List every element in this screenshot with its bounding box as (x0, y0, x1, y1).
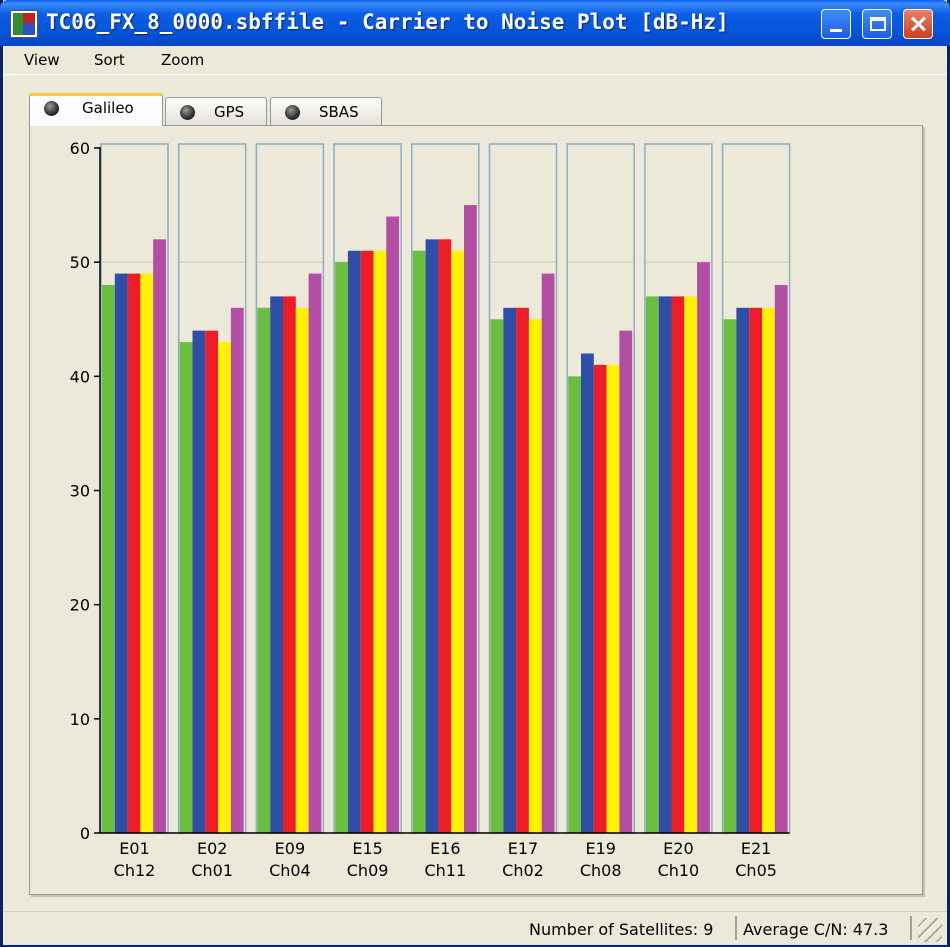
cn-bar (490, 319, 504, 833)
y-tick-label: 0 (80, 824, 90, 843)
status-bar: Number of Satellites: 9 Average C/N: 47.… (3, 911, 947, 945)
cn-bar (179, 342, 193, 833)
cn-bar (606, 364, 620, 833)
window-title: TC06_FX_8_0000.sbffile - Carrier to Nois… (46, 10, 729, 34)
cn-bar (360, 250, 374, 833)
cn-bar (723, 319, 737, 833)
cn-bar (347, 250, 361, 833)
cn-bar (645, 296, 659, 833)
cn-bar (373, 250, 387, 833)
close-button[interactable] (903, 9, 933, 39)
cn-bar (386, 216, 400, 833)
y-tick-label: 20 (70, 596, 90, 615)
cn-bar (270, 296, 283, 833)
y-tick-label: 60 (70, 139, 90, 158)
cn-bar (412, 250, 426, 833)
x-tick-label-channel: Ch08 (580, 861, 622, 880)
cn-bar (451, 250, 464, 833)
maximize-button[interactable] (862, 9, 892, 39)
status-led-icon (285, 105, 300, 120)
cn-bar (619, 330, 633, 833)
cn-bar (205, 330, 219, 833)
average-cn: Average C/N: 47.3 (743, 920, 889, 939)
cn-bar (140, 273, 154, 833)
cn-bar (464, 205, 477, 833)
cn-bar (568, 376, 581, 833)
tab-galileo[interactable]: Galileo (29, 93, 163, 126)
cn-bar (230, 307, 244, 833)
x-tick-label-sat: E17 (508, 839, 538, 858)
status-divider (910, 916, 912, 940)
cn-bar (308, 273, 322, 833)
menu-bar: View Sort Zoom (3, 46, 947, 75)
cn-bar (697, 262, 710, 833)
menu-sort[interactable]: Sort (94, 51, 125, 69)
satellite-count: Number of Satellites: 9 (529, 920, 714, 939)
cn-bar (749, 307, 762, 833)
y-tick-label: 10 (70, 710, 90, 729)
cn-bar (503, 307, 517, 833)
x-tick-label-channel: Ch10 (658, 861, 700, 880)
maximize-icon (870, 17, 886, 31)
cn-bar (102, 285, 115, 833)
y-tick-label: 30 (70, 482, 90, 501)
cn-bar (295, 307, 309, 833)
x-tick-label-channel: Ch11 (424, 861, 466, 880)
tab-sbas[interactable]: SBAS (270, 97, 382, 125)
minimize-button[interactable] (821, 9, 851, 39)
x-tick-label-sat: E16 (430, 839, 460, 858)
menu-view[interactable]: View (24, 51, 60, 69)
status-divider (735, 916, 737, 940)
status-led-icon (44, 101, 59, 116)
x-tick-label-channel: Ch09 (347, 861, 389, 880)
cn-bar (192, 330, 206, 833)
x-tick-label-sat: E02 (197, 839, 227, 858)
cn-bar (658, 296, 672, 833)
status-led-icon (180, 105, 195, 120)
cn-bar (593, 364, 607, 833)
cn-bar (581, 353, 594, 833)
cn-bar (541, 273, 555, 833)
cn-bar (335, 262, 348, 833)
x-tick-label-channel: Ch04 (269, 861, 311, 880)
cn-bar (127, 273, 141, 833)
title-bar[interactable]: TC06_FX_8_0000.sbffile - Carrier to Nois… (0, 0, 950, 46)
resize-grip-icon[interactable] (918, 918, 942, 942)
cn-bar-chart: E01 Ch12 E02 Ch01 E09 Ch04 E15 Ch09 E16 Ch11 E17 Ch… (70, 139, 791, 880)
cn-bar (283, 296, 296, 833)
x-tick-label-sat: E15 (352, 839, 382, 858)
plot-panel: E01 Ch12 E02 Ch01 E09 Ch04 E15 Ch09 E16 Ch11 E17 Ch… (29, 125, 923, 895)
x-tick-label-channel: Ch12 (114, 861, 156, 880)
cn-bar (736, 307, 750, 833)
cn-bar (528, 319, 542, 833)
cn-bar (425, 239, 439, 833)
app-plot-icon[interactable] (10, 10, 38, 38)
x-tick-label-sat: E21 (741, 839, 771, 858)
y-tick-label: 50 (70, 253, 90, 272)
cn-bar (671, 296, 685, 833)
x-tick-label-channel: Ch02 (502, 861, 544, 880)
cn-bar (774, 285, 788, 833)
tab-gps[interactable]: GPS (165, 97, 267, 125)
x-tick-label-sat: E20 (663, 839, 693, 858)
x-tick-label-sat: E09 (275, 839, 305, 858)
cn-bar (438, 239, 452, 833)
x-tick-label-channel: Ch05 (735, 861, 777, 880)
x-tick-label-channel: Ch01 (191, 861, 233, 880)
cn-bar (153, 239, 166, 833)
x-tick-label-sat: E01 (119, 839, 149, 858)
cn-bar (218, 342, 231, 833)
x-tick-label-sat: E19 (585, 839, 615, 858)
cn-bar (684, 296, 698, 833)
cn-bar (516, 307, 529, 833)
menu-zoom[interactable]: Zoom (161, 51, 205, 69)
cn-bar (114, 273, 128, 833)
minimize-icon (830, 29, 842, 32)
cn-bar (762, 307, 775, 833)
cn-bar (257, 307, 271, 833)
y-tick-label: 40 (70, 367, 90, 386)
